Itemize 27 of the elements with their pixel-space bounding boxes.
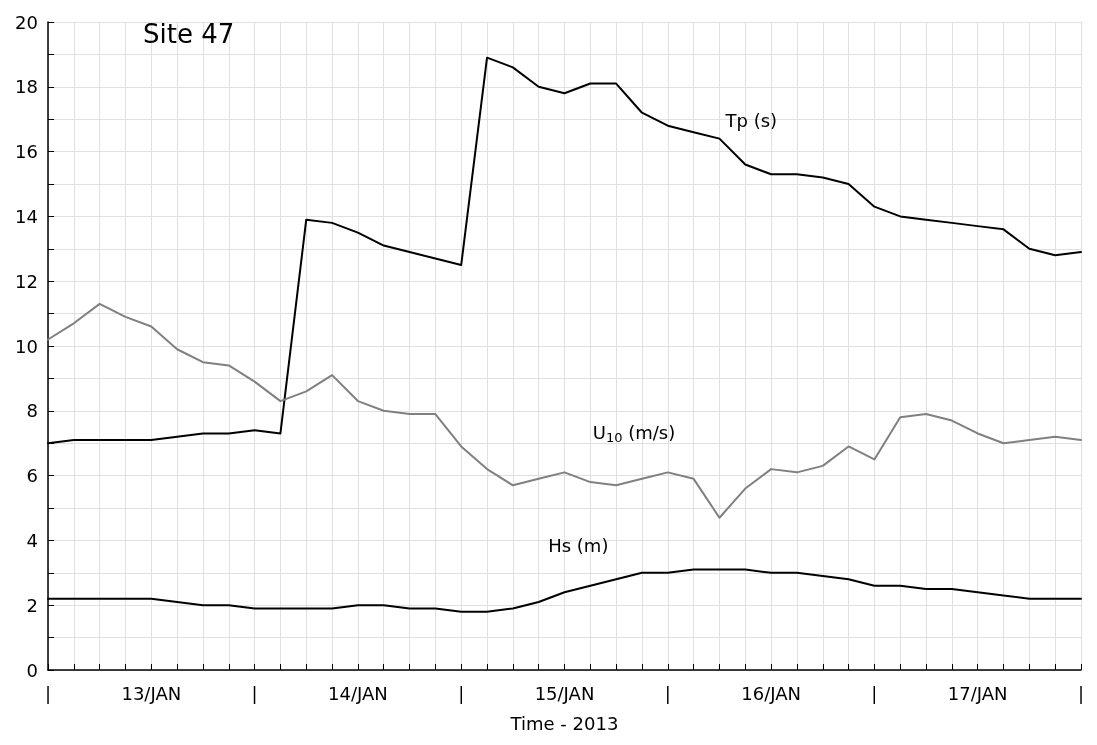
y-tick-label: 12 — [15, 270, 38, 292]
x-tick-label: | — [251, 682, 258, 704]
x-tick-label: 14/JAN — [328, 682, 388, 704]
x-tick-label: | — [44, 682, 52, 704]
x-tick-label: 13/JAN — [121, 682, 182, 704]
x-tick-label: | — [458, 682, 465, 704]
x-tick-label: | — [664, 682, 671, 704]
x-tick-label: | — [871, 682, 878, 704]
series-label: Tp (s) — [724, 110, 778, 132]
y-tick-label: 20 — [15, 11, 38, 33]
x-tick-label: 15/JAN — [534, 682, 595, 704]
y-tick-label: 18 — [15, 76, 38, 98]
y-tick-label: 2 — [26, 594, 38, 616]
y-tick-label: 14 — [15, 205, 38, 227]
y-tick-label: 4 — [26, 529, 38, 551]
x-tick-label: | — [1077, 682, 1085, 704]
series-label: Hs (m) — [548, 535, 609, 557]
line-series — [47, 302, 1082, 519]
y-tick-label: 6 — [26, 465, 38, 487]
x-tick-label: 17/JAN — [947, 682, 1008, 704]
chart-title: Site 47 — [143, 19, 235, 49]
x-tick-label: 16/JAN — [741, 682, 801, 704]
y-tick-label: 0 — [26, 659, 38, 681]
x-axis-title: Time - 2013 — [509, 712, 619, 734]
y-tick-label: 10 — [15, 335, 38, 357]
y-tick-label: 8 — [26, 400, 38, 422]
y-tick-label: 16 — [15, 141, 38, 163]
